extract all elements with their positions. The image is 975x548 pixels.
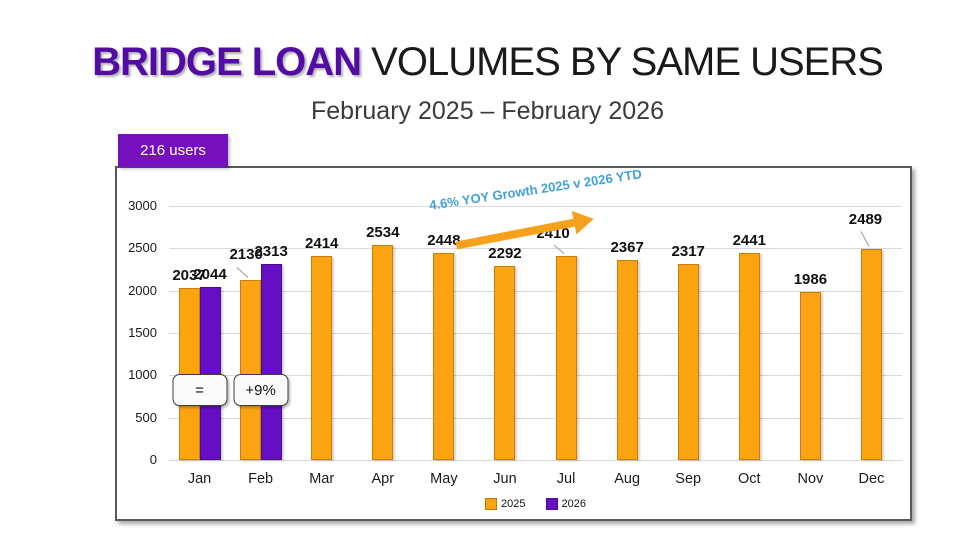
x-axis-label-mar: Mar [309, 471, 335, 487]
bar-2025-aug [616, 259, 638, 460]
x-axis-label-may: May [430, 471, 458, 487]
y-axis-tick-2500: 2500 [128, 240, 157, 256]
bar-2025-nov [799, 291, 821, 460]
bar-value-2025-sep: 2317 [671, 242, 705, 260]
legend-item-2025: 2025 [485, 498, 526, 510]
x-axis-label-apr: Apr [371, 471, 395, 487]
legend-swatch-2025 [485, 498, 498, 510]
leader-line-feb [236, 266, 249, 278]
y-axis-tick-1500: 1500 [128, 325, 157, 340]
y-axis-tick-2000: 2000 [128, 282, 157, 298]
x-axis-label-oct: Oct [738, 471, 761, 487]
legend-label-2025: 2025 [501, 498, 526, 510]
x-axis-label-jul: Jul [556, 471, 576, 487]
page-title-rest: VOLUMES BY SAME USERS [361, 40, 884, 84]
y-axis-tick-1000: 1000 [128, 367, 157, 383]
callout-feb: +9% [233, 374, 289, 406]
bar-value-2025-jan: 2037 [172, 266, 206, 284]
users-count-badge: 216 users [118, 134, 228, 167]
gridline-2500 [169, 248, 902, 250]
gridline-0 [169, 460, 902, 461]
bar-2025-may [433, 252, 455, 460]
gridline-1500 [169, 333, 902, 334]
bar-2025-jul [555, 255, 577, 460]
x-axis-label-nov: Nov [797, 471, 824, 487]
bar-2025-sep [677, 263, 699, 460]
bar-value-2025-nov: 1986 [793, 270, 828, 288]
bar-value-2025-aug: 2367 [610, 238, 644, 256]
users-count-label: 216 users [140, 142, 206, 159]
x-axis-label-dec: Dec [858, 471, 885, 487]
bar-2026-feb [260, 264, 282, 460]
bar-2025-oct [738, 253, 760, 460]
gridline-2000 [169, 290, 902, 292]
bar-2025-feb [239, 279, 261, 460]
x-axis-label-jun: Jun [493, 471, 517, 487]
legend-label-2026: 2026 [561, 498, 586, 510]
bar-chart: 0 500 1000 1500 2000 2500 3000 Jan Feb Mar Apr May J… [115, 166, 912, 521]
bar-value-2025-oct: 2441 [732, 232, 766, 250]
gridline-1000 [169, 375, 902, 377]
bar-2026-jan [199, 286, 221, 460]
bar-2025-dec [860, 249, 882, 460]
page-subtitle: February 2025 – February 2026 [311, 97, 664, 125]
page-title: BRIDGE LOAN VOLUMES BY SAME USERS [0, 40, 975, 85]
growth-arrow-shaft [455, 218, 575, 250]
x-axis-label-jan: Jan [187, 471, 212, 487]
bar-2025-jun [494, 265, 516, 460]
bar-2025-apr [372, 245, 394, 460]
chart-legend: 2025 2026 [169, 498, 902, 510]
page-title-highlight: BRIDGE LOAN [92, 40, 362, 84]
y-axis-tick-500: 500 [135, 409, 157, 425]
legend-swatch-2026 [545, 498, 558, 510]
growth-arrow-head [571, 207, 597, 235]
x-axis-label-aug: Aug [614, 471, 641, 487]
growth-arrow-icon [454, 207, 598, 258]
bar-value-2025-may: 2448 [427, 231, 461, 249]
bar-2025-mar [311, 255, 333, 460]
bar-value-2026-jan: 2044 [193, 265, 227, 283]
leader-line-dec [861, 231, 870, 247]
bar-value-2025-mar: 2414 [305, 234, 339, 252]
x-axis-label-feb: Feb [248, 471, 274, 487]
bar-value-2026-feb: 2313 [254, 243, 288, 261]
y-axis-tick-3000: 3000 [128, 198, 157, 213]
bar-value-2025-jun: 2292 [488, 244, 522, 262]
gridline-500 [169, 417, 902, 419]
legend-item-2026: 2026 [545, 498, 586, 510]
x-axis-label-sep: Sep [675, 471, 702, 487]
bar-2025-jan [178, 287, 200, 460]
bar-value-2025-apr: 2534 [366, 224, 400, 242]
bar-value-2025-dec: 2489 [848, 211, 883, 229]
y-axis-tick-0: 0 [149, 452, 157, 467]
gridline-3000 [169, 206, 902, 207]
bar-value-2025-feb: 2130 [229, 245, 263, 263]
callout-jan: = [172, 374, 228, 406]
